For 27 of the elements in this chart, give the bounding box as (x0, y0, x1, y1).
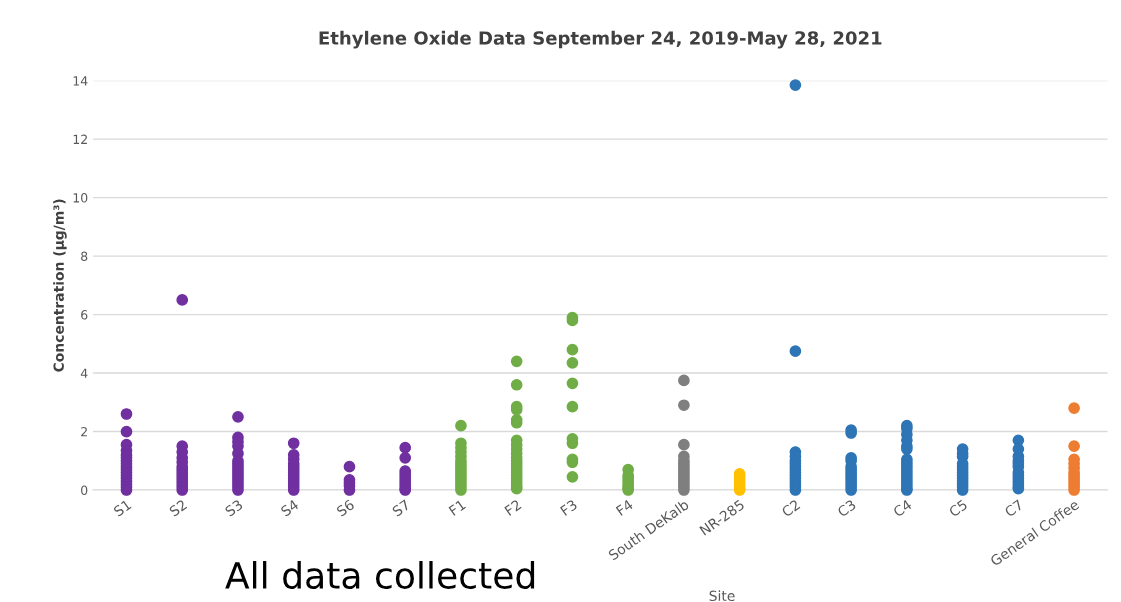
x-tick-label: C3 (836, 499, 857, 518)
chart-title: Ethylene Oxide Data September 24, 2019-May 28, 2021 (319, 30, 882, 49)
y-tick-label: 14 (73, 76, 88, 86)
x-tick-label: C7 (1003, 499, 1024, 518)
x-tick-label: S3 (224, 499, 244, 517)
x-tick-label: F3 (559, 499, 578, 517)
y-tick-label: 2 (81, 427, 87, 437)
y-tick-label: 0 (81, 485, 88, 495)
x-tick-label: C2 (780, 499, 801, 518)
y-tick-label: 4 (80, 368, 88, 378)
y-tick-label: 10 (73, 193, 88, 203)
x-tick-label: S4 (280, 499, 300, 517)
text: All data collected (225, 561, 535, 589)
x-tick-label: S6 (335, 499, 355, 517)
x-tick-label: S7 (391, 499, 411, 517)
x-tick-label: S1 (112, 499, 132, 517)
y-tick-label: 6 (81, 310, 88, 320)
x-axis-title: Site (709, 590, 735, 602)
x-tick-label: F4 (615, 499, 634, 516)
x-tick-label: C5 (948, 499, 968, 518)
y-tick-label: 8 (81, 251, 88, 262)
x-tick-label: C4 (892, 499, 913, 518)
x-tick-label: F1 (448, 499, 466, 516)
x-tick-label: S2 (168, 499, 188, 517)
y-tick-label: 12 (73, 134, 87, 144)
y-axis-title: Concentration (µg/m³) (53, 199, 67, 372)
x-tick-label: F2 (504, 499, 522, 516)
